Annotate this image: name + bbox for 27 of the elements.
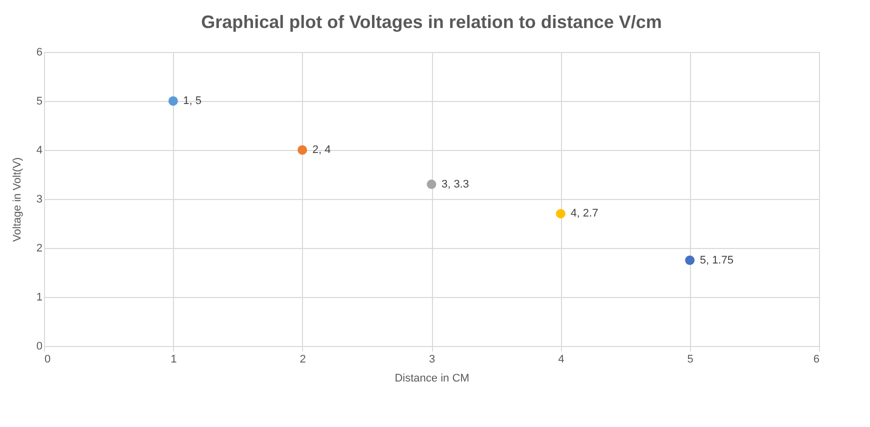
y-tick-label: 0 [36, 340, 42, 352]
y-axis-title: Voltage in Volt(V) [11, 157, 24, 242]
y-tick-label: 2 [36, 242, 42, 254]
x-tick-label: 1 [170, 354, 177, 366]
data-label: 4, 2.7 [570, 208, 598, 220]
data-label: 3, 3.3 [442, 178, 470, 190]
x-tick-label: 2 [300, 354, 306, 366]
x-axis-title: Distance in CM [394, 372, 470, 384]
y-tick-label: 1 [36, 292, 42, 304]
chart-title: Graphical plot of Voltages in relation to distance V/cm [201, 12, 662, 32]
point [556, 208, 566, 218]
data-label: 1, 5 [183, 95, 202, 107]
point [168, 96, 178, 106]
point [426, 180, 436, 190]
x-tick-label: 6 [813, 354, 820, 366]
x-tick-label: 5 [687, 354, 694, 366]
x-tick-label: 3 [428, 354, 436, 366]
point [685, 256, 695, 265]
y-tick-label: 5 [36, 96, 42, 108]
data-label: 5, 1.75 [700, 254, 734, 266]
y-tick-label: 4 [36, 144, 42, 156]
y-tick-label: 6 [36, 46, 42, 58]
y-tick-label: 3 [36, 194, 42, 206]
x-tick-label: 4 [558, 354, 564, 366]
x-tick-label: 0 [44, 354, 51, 366]
data-label: 2, 4 [312, 144, 331, 156]
point [298, 145, 308, 155]
